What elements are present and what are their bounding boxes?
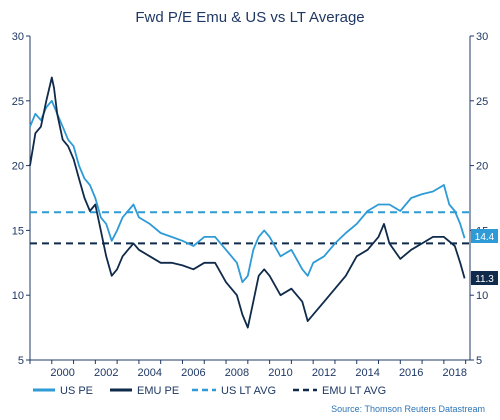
x-tick-label: 2002 bbox=[94, 367, 118, 379]
y-tick-label-right: 10 bbox=[476, 290, 488, 302]
x-tick-label: 2016 bbox=[399, 367, 423, 379]
chart-title: Fwd P/E Emu & US vs LT Average bbox=[135, 9, 364, 26]
x-tick-label: 2018 bbox=[443, 367, 467, 379]
x-tick-label: 2000 bbox=[50, 367, 74, 379]
end-label-emu: 11.3 bbox=[471, 271, 498, 285]
y-tick-label-left: 25 bbox=[12, 96, 24, 108]
y-tick-label-right: 20 bbox=[476, 161, 488, 173]
y-tick-label-right: 25 bbox=[476, 96, 488, 108]
end-label-us-box bbox=[471, 229, 498, 243]
emu-pe-line bbox=[29, 76, 466, 329]
lt-average-lines bbox=[30, 211, 470, 245]
y-tick-label-left: 20 bbox=[12, 161, 24, 173]
x-tick-label: 2004 bbox=[138, 367, 162, 379]
legend: US PE EMU PE US LT AVG EMU LT AVG bbox=[33, 385, 386, 397]
legend-label-emu-pe: EMU PE bbox=[137, 385, 179, 397]
legend-item-us-lt-avg: US LT AVG bbox=[192, 385, 276, 397]
x-ticks: 2000 2002 2004 2006 2008 2010 2012 2014 2016 2018 bbox=[29, 360, 467, 379]
x-tick-label: 2010 bbox=[268, 367, 292, 379]
y-tick-label-left: 10 bbox=[12, 290, 24, 302]
y-ticks-left: 5 10 15 20 25 30 bbox=[12, 31, 30, 367]
x-tick-label: 2008 bbox=[225, 367, 249, 379]
end-label-emu-box bbox=[471, 271, 498, 285]
legend-label-us-pe: US PE bbox=[60, 385, 93, 397]
plot-area: 5 10 15 20 25 30 5 10 15 20 25 30 2000 2002 2004 2006… bbox=[12, 31, 498, 379]
legend-label-us-lt-avg: US LT AVG bbox=[221, 385, 276, 397]
legend-item-emu-lt-avg: EMU LT AVG bbox=[293, 385, 386, 397]
end-label-us-value: 14.4 bbox=[475, 232, 495, 243]
x-tick-label: 2012 bbox=[312, 367, 336, 379]
source-note: Source: Thomson Reuters Datastream bbox=[331, 404, 485, 414]
y-tick-label-left: 15 bbox=[12, 225, 24, 237]
y-tick-label-right: 30 bbox=[476, 31, 488, 43]
y-tick-label-left: 5 bbox=[18, 355, 24, 367]
series-lines bbox=[29, 76, 466, 329]
legend-item-us-pe: US PE bbox=[33, 385, 93, 397]
x-tick-label: 2014 bbox=[355, 367, 379, 379]
y-tick-label-right: 5 bbox=[476, 355, 482, 367]
end-label-emu-value: 11.3 bbox=[475, 274, 494, 285]
legend-label-emu-lt-avg: EMU LT AVG bbox=[322, 385, 386, 397]
y-tick-label-left: 30 bbox=[12, 31, 24, 43]
legend-item-emu-pe: EMU PE bbox=[110, 385, 179, 397]
us-pe-line bbox=[29, 99, 466, 284]
x-tick-label: 2006 bbox=[181, 367, 205, 379]
end-label-us: 14.4 bbox=[471, 229, 498, 243]
